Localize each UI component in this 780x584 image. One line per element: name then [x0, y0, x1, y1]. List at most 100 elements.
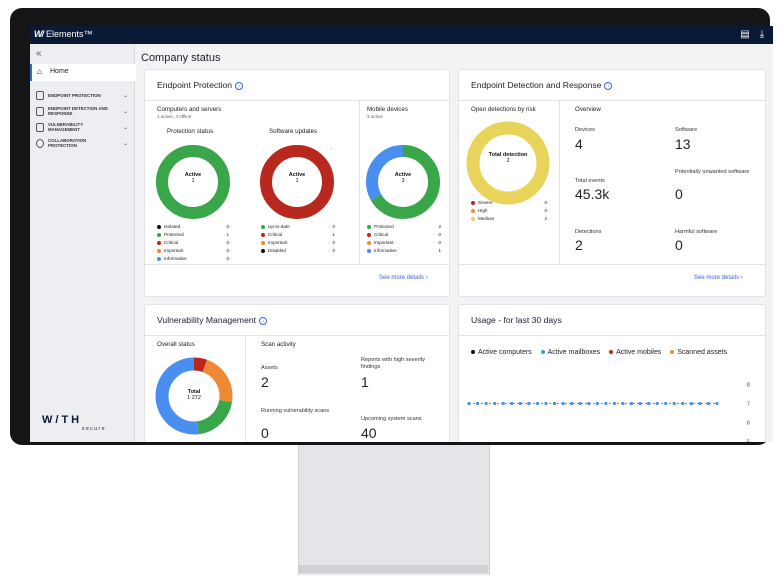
sidebar-item-label: ENDPOINT PROTECTION — [48, 93, 101, 98]
scan-label: Assets — [261, 365, 278, 371]
edr-card: Endpoint Detection and Response i Open de… — [458, 69, 766, 297]
data-point[interactable] — [510, 401, 514, 406]
legend-name: Active mobiles — [616, 349, 662, 356]
section-subtitle: 1 active, 3 offline — [157, 114, 192, 119]
see-more-details-link[interactable]: See more details › — [379, 275, 428, 281]
info-icon[interactable]: i — [235, 81, 244, 90]
donut-center-label: Active — [184, 172, 202, 178]
card-title: Vulnerability Management i — [157, 315, 268, 325]
chevron-down-icon: ⌄ — [122, 125, 128, 131]
data-point[interactable] — [544, 401, 548, 406]
overview-value: 0 — [675, 186, 683, 202]
legend-dot — [157, 257, 161, 261]
sidebar-item-vulnerability-management[interactable]: VULNERABILITY MANAGEMENT ⌄ — [30, 120, 134, 136]
data-point[interactable] — [535, 401, 540, 406]
overview-label: Potentially unwanted software — [675, 169, 750, 175]
data-point[interactable] — [621, 401, 625, 406]
info-icon[interactable]: i — [604, 81, 613, 90]
donut-slice-protected — [156, 145, 230, 219]
data-point[interactable] — [467, 401, 471, 406]
usage-line-chart: 8 7 6 5 — [467, 383, 750, 442]
card-title: Usage - for last 30 days — [471, 315, 562, 325]
see-more-details-link[interactable]: See more details › — [694, 275, 743, 281]
radar-icon — [36, 107, 44, 116]
overview-value: 2 — [575, 237, 583, 253]
donut-slice-informative — [366, 145, 440, 219]
data-point[interactable] — [698, 401, 702, 406]
divider — [459, 264, 765, 265]
endpoint-protection-card: Endpoint Protection i Computers and serve… — [144, 69, 450, 297]
usage-legend-item[interactable]: Active mobiles — [609, 349, 661, 356]
divider — [145, 100, 449, 101]
monitor-stand — [298, 445, 490, 575]
usage-card: Usage - for last 30 days Active computer… — [458, 304, 766, 442]
donut-center-value: 1 — [295, 178, 299, 184]
section-title: Open detections by risk — [471, 106, 536, 113]
legend-dot — [670, 350, 675, 355]
data-point[interactable] — [475, 401, 480, 406]
chart-title: Software updates — [269, 128, 318, 135]
monitor-frame: W/Elements™ ▤ ⤓ « ⌂ Home ENDPOINT PROTEC… — [10, 8, 773, 445]
data-point[interactable] — [578, 401, 582, 406]
data-point[interactable] — [715, 401, 719, 406]
data-point[interactable] — [655, 401, 659, 406]
data-point[interactable] — [706, 401, 711, 406]
chevron-down-icon: ⌄ — [122, 93, 128, 99]
data-point[interactable] — [646, 401, 651, 406]
scan-value: 2 — [261, 374, 269, 390]
legend-dot — [609, 350, 614, 355]
data-point[interactable] — [493, 401, 497, 406]
data-point[interactable] — [595, 401, 599, 406]
legend-value: 0 — [438, 232, 441, 237]
donut-center-text: Total detection 2 — [471, 152, 545, 164]
donut-slice-low — [155, 357, 233, 435]
app-logo[interactable]: W/Elements™ — [34, 29, 93, 39]
legend-value: 0 — [438, 240, 441, 245]
donut-center-text: Active 1 — [163, 172, 223, 184]
usage-legend-item[interactable]: Active computers — [471, 349, 532, 356]
data-point[interactable] — [672, 401, 676, 406]
legend-name: Important — [268, 240, 288, 245]
overview-label: Devices — [575, 127, 595, 133]
data-point[interactable] — [518, 401, 522, 406]
collapse-sidebar-button[interactable]: « — [36, 48, 42, 59]
data-point[interactable] — [612, 401, 616, 406]
data-point[interactable] — [527, 401, 531, 406]
sidebar-item-endpoint-protection[interactable]: ENDPOINT PROTECTION ⌄ — [30, 88, 134, 104]
data-point[interactable] — [629, 401, 634, 406]
data-point[interactable] — [552, 401, 557, 406]
donut-slice-critical — [260, 145, 334, 219]
data-point[interactable] — [587, 401, 591, 406]
sidebar-item-collaboration-protection[interactable]: COLLABORATION PROTECTION ⌄ — [30, 136, 134, 152]
legend-name: Protected — [164, 232, 184, 237]
info-icon[interactable]: i — [259, 316, 268, 325]
data-point[interactable] — [604, 401, 608, 406]
usage-legend-item[interactable]: Scanned assets — [670, 349, 727, 356]
legend-name: Isolated — [164, 224, 181, 229]
data-point[interactable] — [501, 401, 505, 406]
overview-label: Total events — [575, 178, 605, 184]
software-updates-donut — [260, 145, 334, 219]
legend-item: Important 0 — [367, 240, 441, 248]
legend-item: Medium 2 — [471, 216, 547, 224]
card-title: Endpoint Detection and Response i — [471, 80, 613, 90]
usage-legend: Active computers Active mailboxes Active… — [471, 349, 734, 356]
legend-dot — [261, 233, 265, 237]
sidebar-item-edr[interactable]: ENDPOINT DETECTION AND RESPONSE ⌄ — [30, 104, 134, 120]
legend-dot — [471, 217, 475, 221]
legend-dot — [367, 249, 371, 253]
data-point[interactable] — [681, 401, 685, 406]
download-icon[interactable]: ⤓ — [759, 29, 765, 40]
legend-name: Up-to-date — [268, 224, 290, 229]
data-point[interactable] — [664, 401, 668, 406]
data-point[interactable] — [561, 401, 565, 406]
data-point[interactable] — [484, 401, 488, 406]
legend-name: Critical — [374, 232, 389, 237]
notebook-icon[interactable]: ▤ — [740, 29, 750, 40]
sidebar-item-home[interactable]: ⌂ Home — [30, 64, 136, 81]
data-point[interactable] — [689, 401, 693, 406]
data-point[interactable] — [638, 401, 642, 406]
legend-value: 0 — [332, 240, 335, 245]
usage-legend-item[interactable]: Active mailboxes — [540, 349, 600, 356]
data-point[interactable] — [570, 401, 574, 406]
